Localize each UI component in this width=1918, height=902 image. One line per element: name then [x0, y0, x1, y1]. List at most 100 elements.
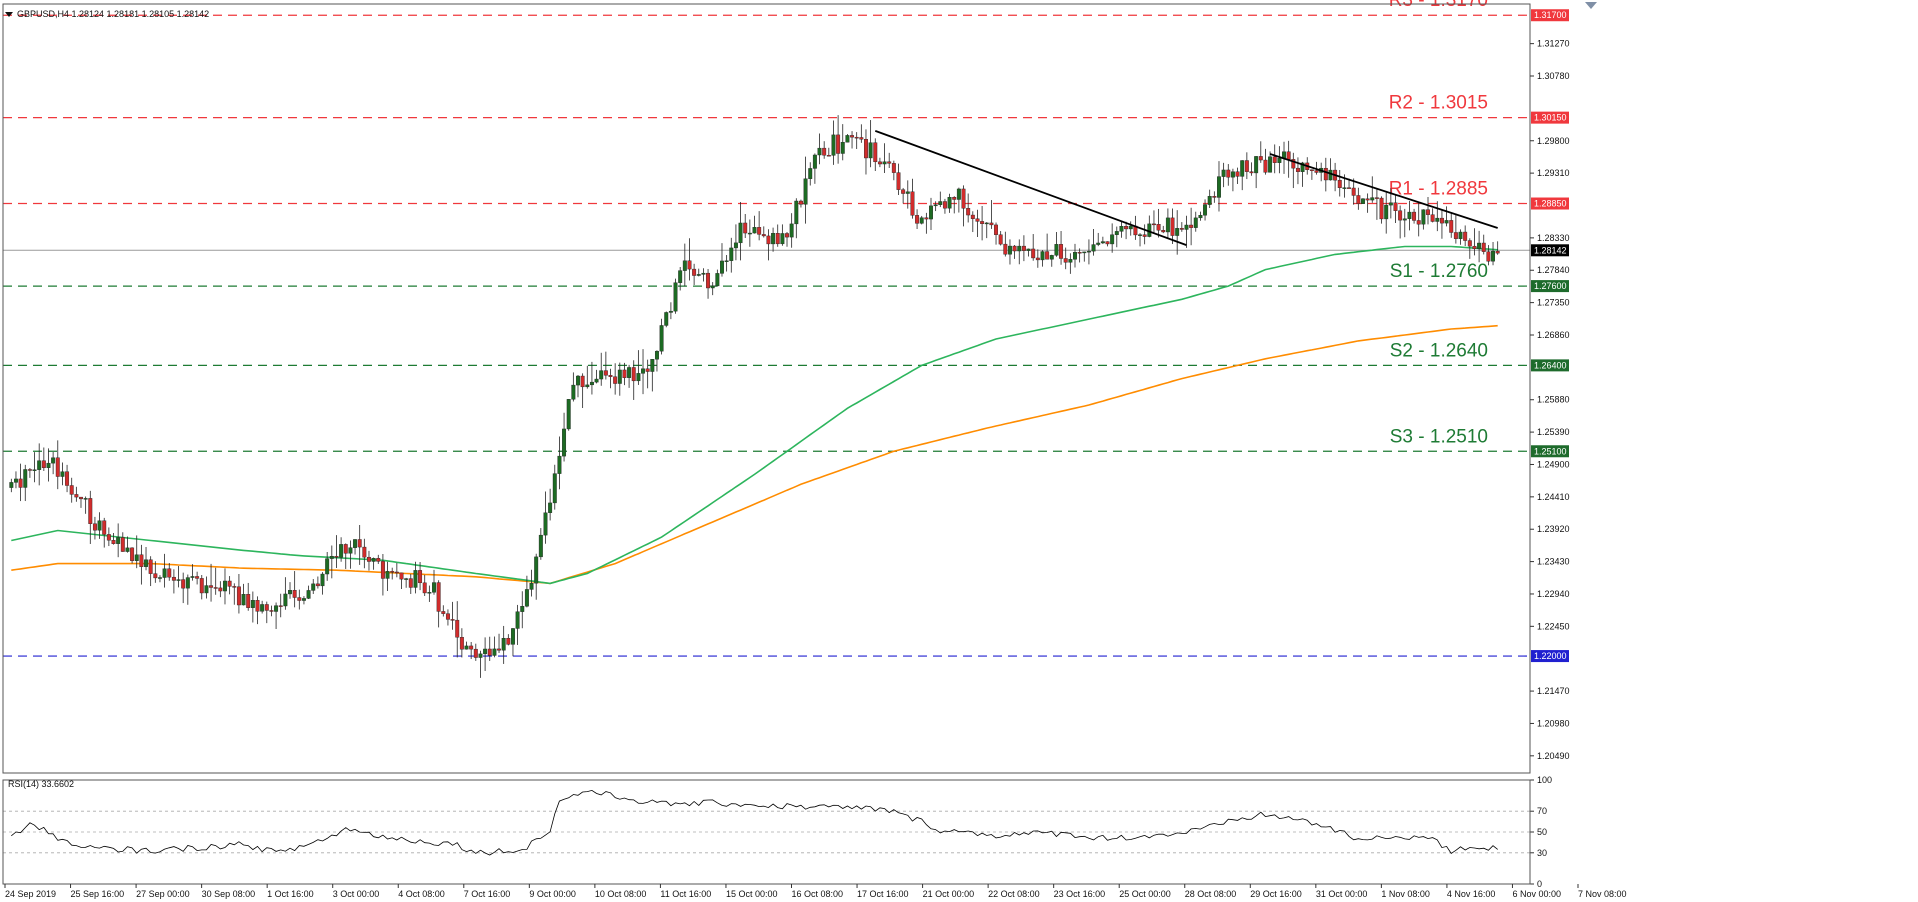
candle-body — [260, 604, 265, 612]
candle-body — [613, 376, 618, 384]
candle-body — [102, 520, 107, 535]
candle-body — [594, 378, 599, 383]
candle-body — [348, 547, 353, 554]
candle-body — [51, 457, 56, 464]
price-tag — [1531, 280, 1569, 293]
candle-body — [696, 274, 701, 276]
candle-body — [650, 359, 655, 372]
candle-body — [1393, 202, 1398, 211]
candle-body — [1347, 187, 1352, 189]
candle-body — [144, 559, 148, 567]
candle-body — [41, 460, 46, 468]
candle-body — [733, 242, 738, 249]
chart-shift-marker[interactable] — [1585, 2, 1597, 9]
candle-body — [83, 498, 88, 500]
candle-body — [1235, 171, 1240, 177]
header-collapse-icon[interactable] — [5, 12, 13, 17]
candle-body — [14, 478, 18, 483]
price-tag — [1531, 111, 1569, 124]
candle-body — [148, 559, 153, 574]
candle-body — [1049, 255, 1054, 260]
candle-body — [715, 273, 720, 287]
candle-body — [720, 260, 724, 274]
candle-body — [1435, 217, 1440, 222]
time-axis-label: 21 Oct 00:00 — [923, 889, 975, 899]
candle-body — [798, 200, 803, 205]
candle-body — [1045, 251, 1050, 260]
candle-body — [706, 272, 711, 289]
candle-body — [915, 215, 920, 224]
candle-body — [1365, 198, 1370, 201]
candle-body — [283, 593, 288, 607]
candle-body — [557, 455, 562, 474]
candle-body — [622, 369, 627, 378]
time-axis-label: 24 Sep 2019 — [5, 889, 56, 899]
candle-body — [487, 648, 492, 656]
candle-body — [994, 224, 998, 235]
candle-body — [459, 637, 464, 650]
candle-body — [1379, 197, 1384, 220]
rsi-axis-label: 100 — [1537, 775, 1552, 785]
candle-body — [69, 485, 74, 495]
trendline[interactable] — [874, 130, 1187, 246]
candle-body — [1017, 245, 1022, 252]
candle-body — [1212, 196, 1217, 198]
candle-body — [1384, 204, 1389, 220]
trendline[interactable] — [1269, 153, 1498, 229]
candle-body — [864, 139, 868, 159]
candle-body — [636, 373, 641, 382]
candle-body — [701, 272, 706, 275]
candle-body — [1193, 217, 1198, 228]
candle-body — [1170, 217, 1175, 236]
candle-body — [854, 136, 859, 139]
candle-body — [432, 582, 436, 593]
candle-body — [46, 462, 51, 468]
candle-body — [167, 568, 172, 578]
candle-body — [664, 312, 669, 326]
candle-body — [1128, 225, 1133, 230]
candle-body — [1295, 167, 1300, 172]
candle-body — [376, 558, 381, 562]
rsi-pane-frame — [2, 779, 1531, 885]
candle-body — [1151, 223, 1156, 226]
candle-body — [422, 582, 427, 594]
candle-body — [65, 471, 70, 486]
candle-body — [1277, 157, 1282, 163]
candle-body — [218, 587, 223, 592]
candle-body — [1031, 248, 1036, 259]
candle-body — [492, 648, 497, 656]
time-axis-label: 31 Oct 00:00 — [1316, 889, 1368, 899]
candle-body — [1114, 231, 1119, 235]
time-axis-label: 1 Oct 16:00 — [267, 889, 314, 899]
candle-body — [645, 368, 650, 372]
candle-body — [1495, 250, 1500, 254]
candle-body — [264, 604, 269, 611]
candle-body — [1430, 214, 1435, 222]
candle-body — [1481, 242, 1486, 252]
price-tag-label: 1.26400 — [1534, 360, 1567, 370]
candle-body — [88, 498, 93, 524]
candle-body — [190, 576, 195, 578]
candle-body — [455, 619, 460, 638]
candle-body — [1096, 242, 1101, 245]
candle-body — [576, 375, 580, 386]
rsi-axis-label: 30 — [1537, 848, 1547, 858]
candle-body — [1453, 232, 1458, 239]
candle-body — [654, 350, 659, 360]
candle-body — [1421, 209, 1426, 225]
candle-body — [808, 168, 813, 179]
time-axis-label: 10 Oct 08:00 — [595, 889, 647, 899]
candle-body — [301, 598, 306, 601]
candle-body — [334, 556, 339, 558]
candle-body — [404, 578, 409, 580]
candle-body — [1198, 215, 1203, 219]
candle-body — [631, 367, 636, 382]
candle-body — [436, 582, 441, 612]
candle-body — [641, 368, 645, 374]
candle-body — [1416, 220, 1421, 225]
candle-body — [120, 537, 125, 552]
candle-body — [1110, 234, 1115, 245]
candle-body — [1003, 243, 1008, 255]
candle-body — [1100, 241, 1105, 244]
